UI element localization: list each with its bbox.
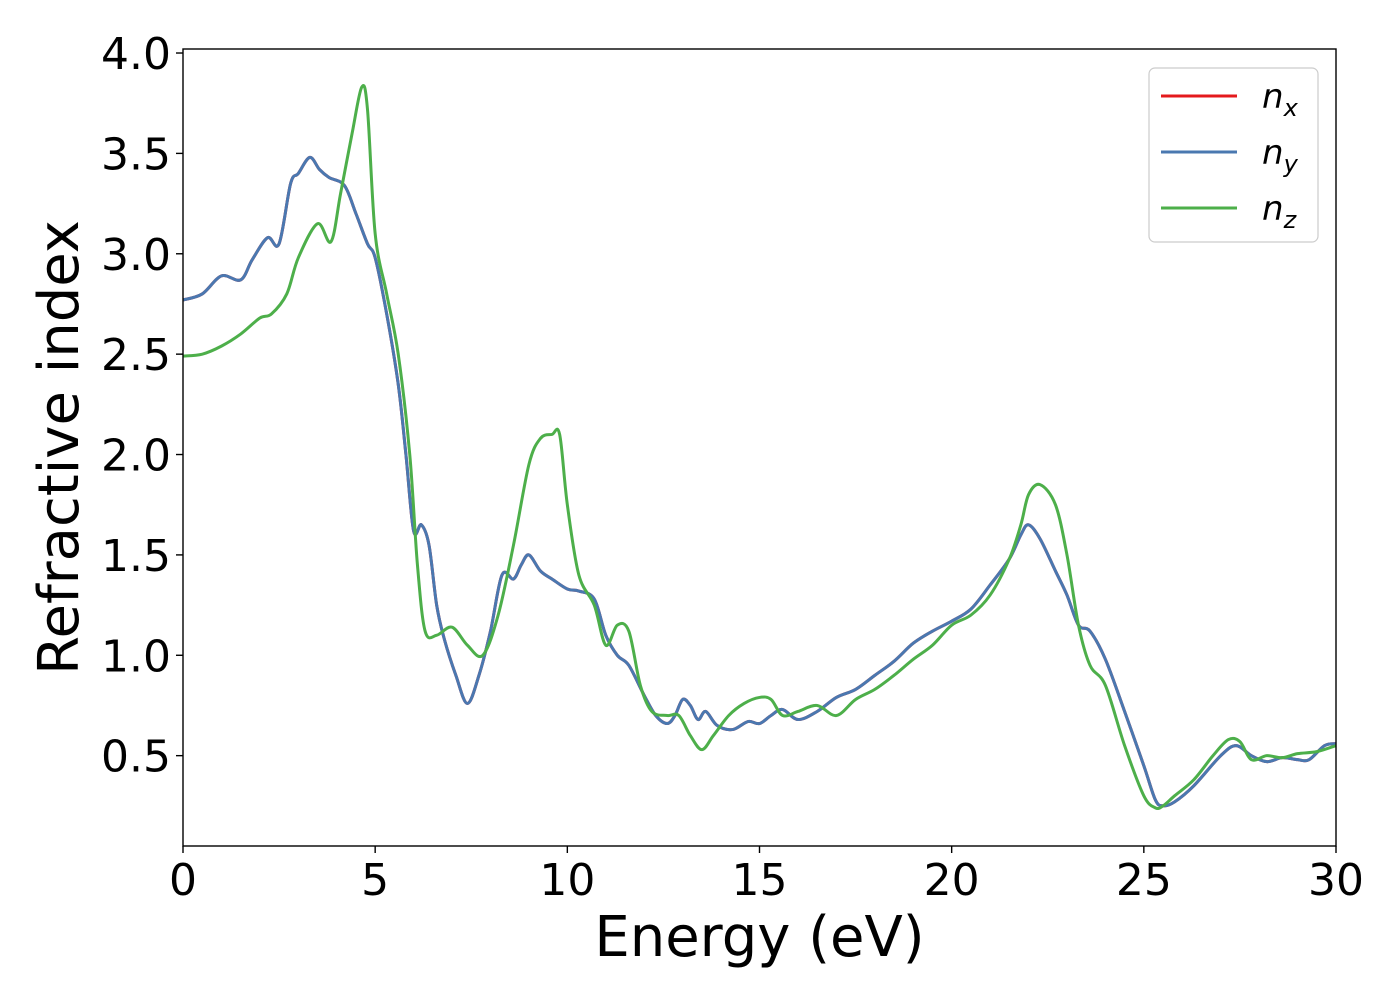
series-line-z [183,83,1336,811]
x-axis-title: Energy (eV) [594,905,924,970]
legend-label-subscript: y [1283,150,1299,178]
x-tick-label: 25 [1116,855,1172,906]
y-tick-label: 1.5 [101,531,171,582]
x-tick-label: 30 [1308,855,1364,906]
y-tick-label: 2.5 [101,330,171,381]
y-tick-label: 0.5 [101,732,171,783]
legend-box [1148,67,1319,243]
legend-label-subscript: z [1283,206,1298,234]
y-tick-label: 2.0 [101,431,171,482]
y-tick-label: 1.0 [101,631,171,682]
x-tick-label: 20 [924,855,980,906]
y-tick-label: 4.0 [101,29,171,80]
legend-label-y: ny [1262,133,1299,178]
plot-series-group [183,83,1336,811]
x-tick-label: 5 [361,855,389,906]
legend-label-z: nz [1262,189,1298,234]
y-tick-label: 3.0 [101,230,171,281]
y-axis-title: Refractive index [27,220,92,675]
x-axis-ticks: 0 5 10 15 20 25 30 [169,846,1364,906]
legend-label-base: n [1262,189,1284,229]
series-line-x [183,155,1336,808]
x-tick-label: 15 [732,855,788,906]
y-tick-label: 3.5 [101,129,171,180]
legend-label-x: nx [1262,77,1299,122]
y-axis-ticks: 0.5 1.0 1.5 2.0 2.5 3.0 3.5 4.0 [101,29,183,783]
x-tick-label: 0 [169,855,197,906]
x-tick-label: 10 [539,855,595,906]
legend-label-base: n [1262,133,1284,173]
series-line-y [183,155,1336,808]
legend-label-subscript: x [1283,94,1299,122]
legend-label-base: n [1262,77,1284,117]
